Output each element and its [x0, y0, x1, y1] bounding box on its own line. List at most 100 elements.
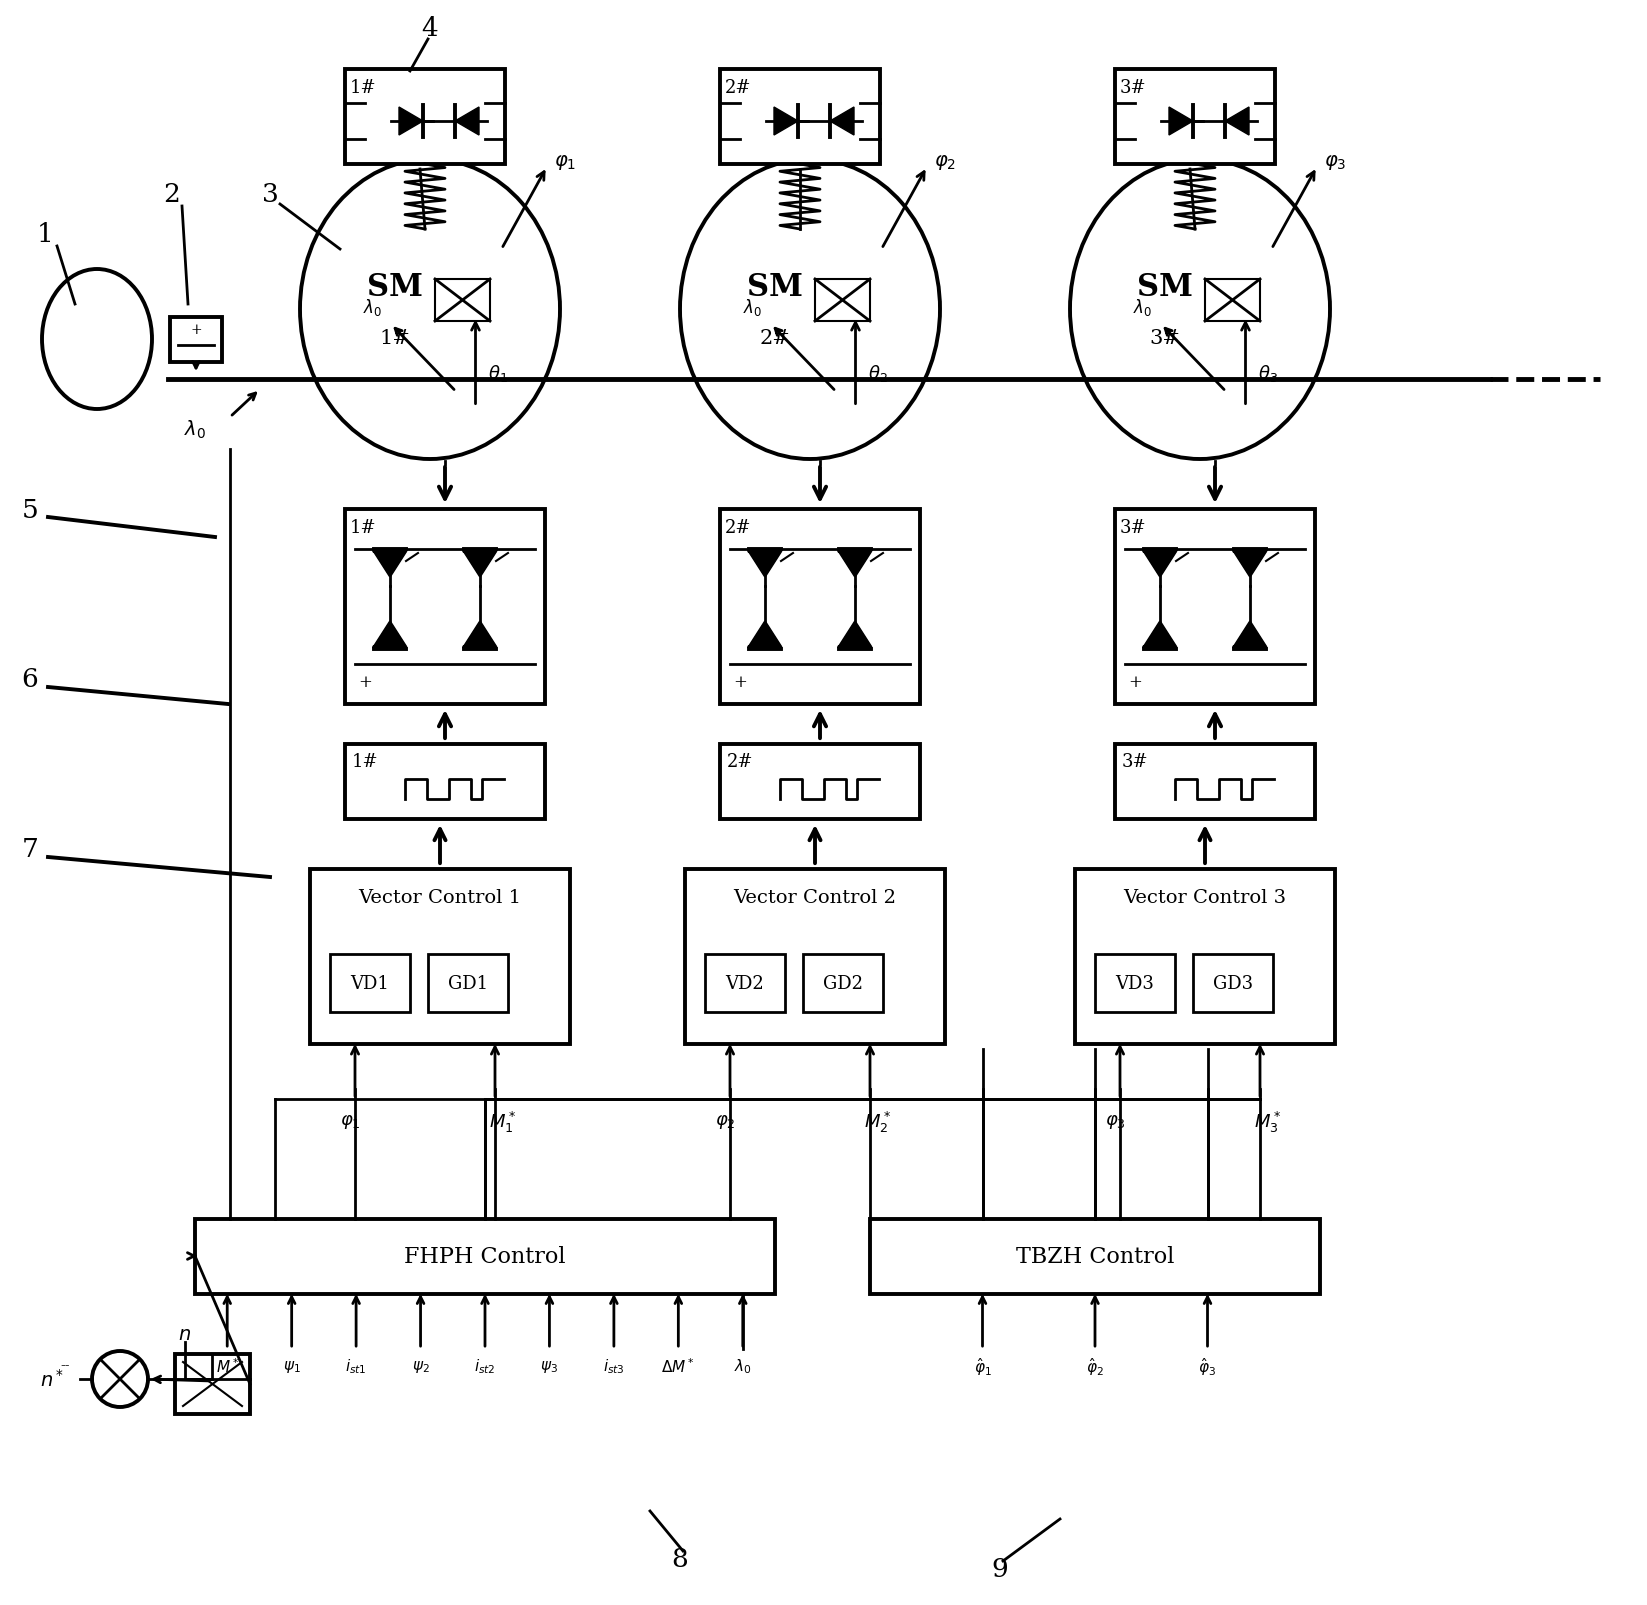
Text: $\hat{\varphi}_2$: $\hat{\varphi}_2$ — [1085, 1355, 1103, 1377]
Bar — [804, 955, 883, 1013]
Bar — [870, 1220, 1319, 1294]
Text: $n$: $n$ — [178, 1326, 191, 1343]
Text: $\hat{\varphi}_3$: $\hat{\varphi}_3$ — [1199, 1355, 1217, 1377]
Polygon shape — [464, 552, 496, 576]
Polygon shape — [838, 552, 871, 576]
Text: $n^*$: $n^*$ — [40, 1367, 64, 1390]
Text: 3#: 3# — [1122, 753, 1148, 770]
Text: 8: 8 — [672, 1547, 688, 1571]
Bar — [1115, 71, 1275, 165]
Text: $\theta_2$: $\theta_2$ — [868, 363, 888, 384]
Text: GD2: GD2 — [824, 974, 863, 992]
Bar — [344, 510, 545, 705]
Polygon shape — [749, 623, 781, 647]
Text: 3#: 3# — [1120, 518, 1146, 536]
Polygon shape — [830, 108, 855, 136]
Text: 6: 6 — [21, 668, 38, 692]
Text: 3#: 3# — [1150, 329, 1181, 347]
Polygon shape — [1145, 623, 1176, 647]
Text: 5: 5 — [21, 498, 38, 522]
Text: $\lambda_0$: $\lambda_0$ — [364, 297, 382, 318]
Bar — [720, 71, 879, 165]
Text: 3: 3 — [262, 183, 278, 207]
Bar — [720, 745, 921, 820]
Text: 2#: 2# — [725, 518, 751, 536]
Text: $\Delta M^*$: $\Delta M^*$ — [662, 1356, 695, 1375]
Text: $\lambda_0$: $\lambda_0$ — [743, 297, 763, 318]
Bar — [310, 870, 570, 1045]
Text: +: + — [733, 674, 748, 692]
Bar — [720, 510, 921, 705]
Bar — [1115, 745, 1314, 820]
Text: $\varphi_3$: $\varphi_3$ — [1105, 1112, 1125, 1130]
Text: $M_1^*$: $M_1^*$ — [489, 1109, 517, 1133]
Text: $\theta_1$: $\theta_1$ — [488, 363, 507, 384]
Text: $\lambda_0$: $\lambda_0$ — [184, 419, 206, 441]
Text: $\psi_1$: $\psi_1$ — [283, 1358, 300, 1374]
Text: 4: 4 — [422, 16, 438, 40]
Text: 1#: 1# — [349, 518, 376, 536]
Text: 3#: 3# — [1120, 79, 1146, 96]
Text: GD3: GD3 — [1212, 974, 1253, 992]
Bar — [1075, 870, 1336, 1045]
Bar — [1095, 955, 1174, 1013]
Text: +: + — [189, 323, 203, 337]
Text: +: + — [357, 674, 372, 692]
Bar — [329, 955, 410, 1013]
Polygon shape — [455, 108, 479, 136]
Text: 2#: 2# — [759, 329, 791, 347]
Text: 1#: 1# — [349, 79, 376, 96]
Text: +: + — [1128, 674, 1141, 692]
Text: TBZH Control: TBZH Control — [1016, 1245, 1174, 1268]
Text: $\lambda_0$: $\lambda_0$ — [1133, 297, 1153, 318]
Text: $i_{st3}$: $i_{st3}$ — [603, 1356, 624, 1375]
Polygon shape — [1234, 552, 1267, 576]
Bar — [175, 1355, 250, 1414]
Polygon shape — [1234, 623, 1267, 647]
Bar — [428, 955, 507, 1013]
Polygon shape — [374, 552, 407, 576]
Polygon shape — [774, 108, 799, 136]
Text: 2: 2 — [163, 183, 181, 207]
Text: $\psi_2$: $\psi_2$ — [412, 1358, 430, 1374]
Text: $\theta_3$: $\theta_3$ — [1258, 363, 1278, 384]
Polygon shape — [464, 623, 496, 647]
Text: $M_3^*$: $M_3^*$ — [1255, 1109, 1281, 1133]
Text: $i_{st1}$: $i_{st1}$ — [346, 1356, 367, 1375]
Bar — [1192, 955, 1273, 1013]
Polygon shape — [399, 108, 423, 136]
Text: $\varphi_3$: $\varphi_3$ — [1324, 152, 1346, 172]
Text: 1: 1 — [36, 223, 53, 247]
Text: Vector Control 2: Vector Control 2 — [733, 889, 896, 907]
Text: Vector Control 1: Vector Control 1 — [359, 889, 522, 907]
Text: 9: 9 — [991, 1557, 1008, 1581]
Text: VD2: VD2 — [726, 974, 764, 992]
Text: --: -- — [61, 1358, 69, 1372]
Text: $\varphi_2$: $\varphi_2$ — [715, 1112, 735, 1130]
Text: SM: SM — [1136, 273, 1192, 303]
Polygon shape — [1145, 552, 1176, 576]
Text: Vector Control 3: Vector Control 3 — [1123, 889, 1286, 907]
Polygon shape — [838, 623, 871, 647]
Polygon shape — [749, 552, 781, 576]
Text: FHPH Control: FHPH Control — [404, 1245, 567, 1268]
Bar — [170, 318, 222, 363]
Bar — [705, 955, 786, 1013]
Bar — [1115, 510, 1314, 705]
Text: $\varphi_2$: $\varphi_2$ — [934, 152, 955, 172]
Bar — [435, 279, 491, 321]
Text: $\varphi_1$: $\varphi_1$ — [553, 152, 576, 172]
Polygon shape — [1225, 108, 1248, 136]
Bar — [344, 71, 506, 165]
Text: $\lambda_0$: $\lambda_0$ — [735, 1356, 751, 1375]
Bar — [1206, 279, 1260, 321]
Bar — [344, 745, 545, 820]
Text: GD1: GD1 — [448, 974, 488, 992]
Text: $i_{st2}$: $i_{st2}$ — [474, 1356, 496, 1375]
Text: $\psi_3$: $\psi_3$ — [540, 1358, 558, 1374]
Text: SM: SM — [748, 273, 804, 303]
Text: $\varphi_1$: $\varphi_1$ — [339, 1112, 361, 1130]
Bar — [815, 279, 870, 321]
Text: 1#: 1# — [379, 329, 410, 347]
Text: 2#: 2# — [726, 753, 753, 770]
